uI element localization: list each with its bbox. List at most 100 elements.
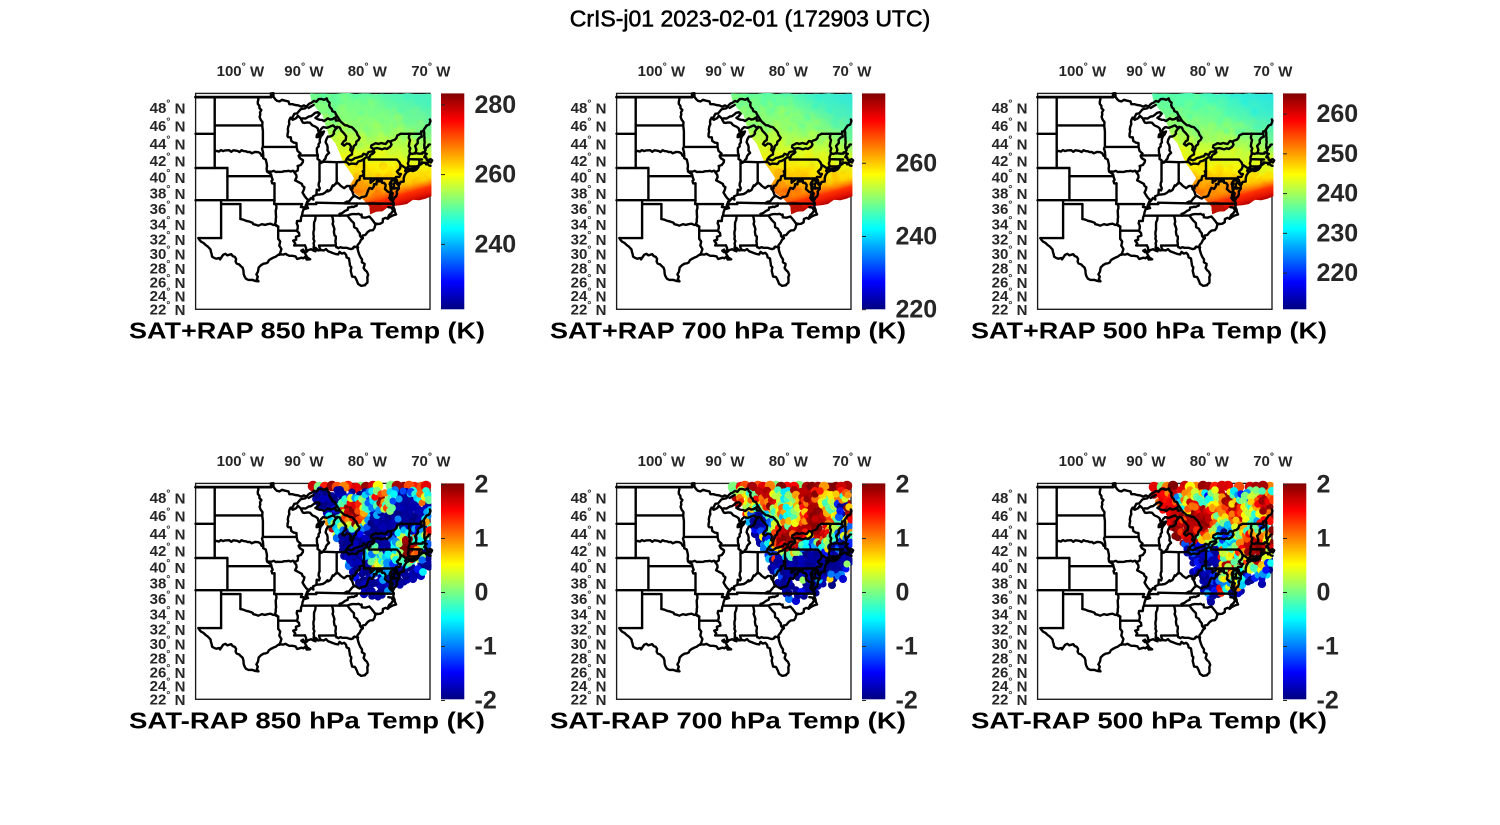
svg-text:38° N: 38° N — [150, 183, 186, 203]
svg-text:24° N: 24° N — [571, 286, 607, 306]
svg-text:28° N: 28° N — [571, 648, 607, 668]
svg-text:44° N: 44° N — [150, 523, 186, 543]
svg-text:44° N: 44° N — [992, 523, 1028, 543]
svg-text:90° W: 90° W — [705, 61, 745, 81]
svg-text:46° N: 46° N — [992, 116, 1028, 136]
svg-text:-2: -2 — [475, 687, 497, 715]
svg-text:24° N: 24° N — [992, 676, 1028, 696]
svg-text:34° N: 34° N — [150, 604, 186, 624]
svg-text:260: 260 — [475, 161, 517, 189]
svg-text:40° N: 40° N — [571, 557, 607, 577]
svg-text:36° N: 36° N — [992, 199, 1028, 219]
svg-text:100° W: 100° W — [1059, 61, 1107, 81]
svg-text:28° N: 28° N — [992, 648, 1028, 668]
svg-text:44° N: 44° N — [571, 523, 607, 543]
svg-text:1: 1 — [1317, 525, 1331, 553]
svg-text:40° N: 40° N — [150, 167, 186, 187]
svg-text:24° N: 24° N — [150, 286, 186, 306]
svg-text:34° N: 34° N — [992, 214, 1028, 234]
svg-text:34° N: 34° N — [150, 214, 186, 234]
svg-text:48° N: 48° N — [571, 487, 607, 507]
svg-text:24° N: 24° N — [150, 676, 186, 696]
svg-text:44° N: 44° N — [150, 133, 186, 153]
svg-text:48° N: 48° N — [150, 487, 186, 507]
svg-text:24° N: 24° N — [992, 286, 1028, 306]
svg-text:100° W: 100° W — [217, 451, 265, 471]
svg-text:80° W: 80° W — [348, 61, 388, 81]
svg-text:30° N: 30° N — [571, 634, 607, 654]
svg-text:32° N: 32° N — [992, 619, 1028, 639]
svg-text:70° W: 70° W — [832, 61, 872, 81]
svg-text:100° W: 100° W — [1059, 451, 1107, 471]
svg-text:90° W: 90° W — [284, 451, 324, 471]
svg-text:22° N: 22° N — [150, 689, 186, 709]
svg-text:38° N: 38° N — [992, 573, 1028, 593]
svg-text:250: 250 — [1317, 140, 1359, 168]
svg-text:32° N: 32° N — [150, 229, 186, 249]
svg-text:46° N: 46° N — [571, 116, 607, 136]
svg-text:2: 2 — [1317, 471, 1331, 499]
svg-text:SAT-RAP 850 hPa Temp (K): SAT-RAP 850 hPa Temp (K) — [129, 707, 485, 733]
svg-text:80° W: 80° W — [769, 61, 809, 81]
svg-text:30° N: 30° N — [992, 244, 1028, 264]
svg-text:34° N: 34° N — [992, 604, 1028, 624]
svg-text:80° W: 80° W — [1190, 61, 1230, 81]
svg-text:46° N: 46° N — [150, 116, 186, 136]
svg-text:80° W: 80° W — [348, 451, 388, 471]
svg-text:-1: -1 — [896, 633, 918, 661]
svg-text:42° N: 42° N — [150, 150, 186, 170]
svg-text:24° N: 24° N — [571, 676, 607, 696]
svg-text:32° N: 32° N — [992, 229, 1028, 249]
svg-text:SAT+RAP 700 hPa Temp (K): SAT+RAP 700 hPa Temp (K) — [550, 317, 906, 343]
svg-text:2: 2 — [475, 471, 489, 499]
svg-text:28° N: 28° N — [992, 258, 1028, 278]
svg-text:1: 1 — [475, 525, 489, 553]
svg-text:100° W: 100° W — [638, 61, 686, 81]
svg-text:46° N: 46° N — [992, 506, 1028, 526]
svg-text:46° N: 46° N — [150, 506, 186, 526]
svg-text:38° N: 38° N — [571, 573, 607, 593]
svg-text:34° N: 34° N — [571, 604, 607, 624]
svg-text:42° N: 42° N — [150, 540, 186, 560]
svg-text:28° N: 28° N — [571, 258, 607, 278]
svg-text:70° W: 70° W — [832, 451, 872, 471]
svg-text:42° N: 42° N — [992, 540, 1028, 560]
svg-text:SAT+RAP 850 hPa Temp (K): SAT+RAP 850 hPa Temp (K) — [129, 317, 485, 343]
svg-text:-1: -1 — [1317, 633, 1339, 661]
svg-text:260: 260 — [1317, 100, 1359, 128]
svg-text:90° W: 90° W — [705, 451, 745, 471]
svg-text:SAT-RAP 500 hPa Temp (K): SAT-RAP 500 hPa Temp (K) — [971, 707, 1327, 733]
svg-text:22° N: 22° N — [571, 299, 607, 319]
svg-text:26° N: 26° N — [571, 662, 607, 682]
svg-text:70° W: 70° W — [411, 451, 451, 471]
svg-text:28° N: 28° N — [150, 648, 186, 668]
svg-text:26° N: 26° N — [992, 272, 1028, 292]
svg-text:1: 1 — [896, 525, 910, 553]
svg-text:30° N: 30° N — [150, 634, 186, 654]
svg-text:-2: -2 — [1317, 687, 1339, 715]
svg-text:230: 230 — [1317, 219, 1359, 247]
svg-text:36° N: 36° N — [150, 589, 186, 609]
svg-text:-1: -1 — [475, 633, 497, 661]
svg-text:32° N: 32° N — [571, 229, 607, 249]
svg-text:280: 280 — [475, 91, 517, 119]
svg-text:48° N: 48° N — [571, 97, 607, 117]
svg-text:28° N: 28° N — [150, 258, 186, 278]
svg-text:240: 240 — [896, 222, 938, 250]
svg-text:70° W: 70° W — [411, 61, 451, 81]
svg-text:-2: -2 — [896, 687, 918, 715]
svg-text:0: 0 — [1317, 579, 1331, 607]
svg-text:90° W: 90° W — [1126, 451, 1166, 471]
svg-text:22° N: 22° N — [992, 689, 1028, 709]
svg-text:90° W: 90° W — [1126, 61, 1166, 81]
svg-text:30° N: 30° N — [571, 244, 607, 264]
svg-text:44° N: 44° N — [571, 133, 607, 153]
svg-text:SAT+RAP 500 hPa Temp (K): SAT+RAP 500 hPa Temp (K) — [971, 317, 1327, 343]
svg-text:CrIS-j01 2023-02-01 (172903 UT: CrIS-j01 2023-02-01 (172903 UTC) — [570, 6, 931, 32]
svg-text:80° W: 80° W — [769, 451, 809, 471]
svg-text:42° N: 42° N — [571, 150, 607, 170]
svg-text:32° N: 32° N — [571, 619, 607, 639]
svg-text:240: 240 — [475, 230, 517, 258]
svg-text:44° N: 44° N — [992, 133, 1028, 153]
svg-text:0: 0 — [896, 579, 910, 607]
